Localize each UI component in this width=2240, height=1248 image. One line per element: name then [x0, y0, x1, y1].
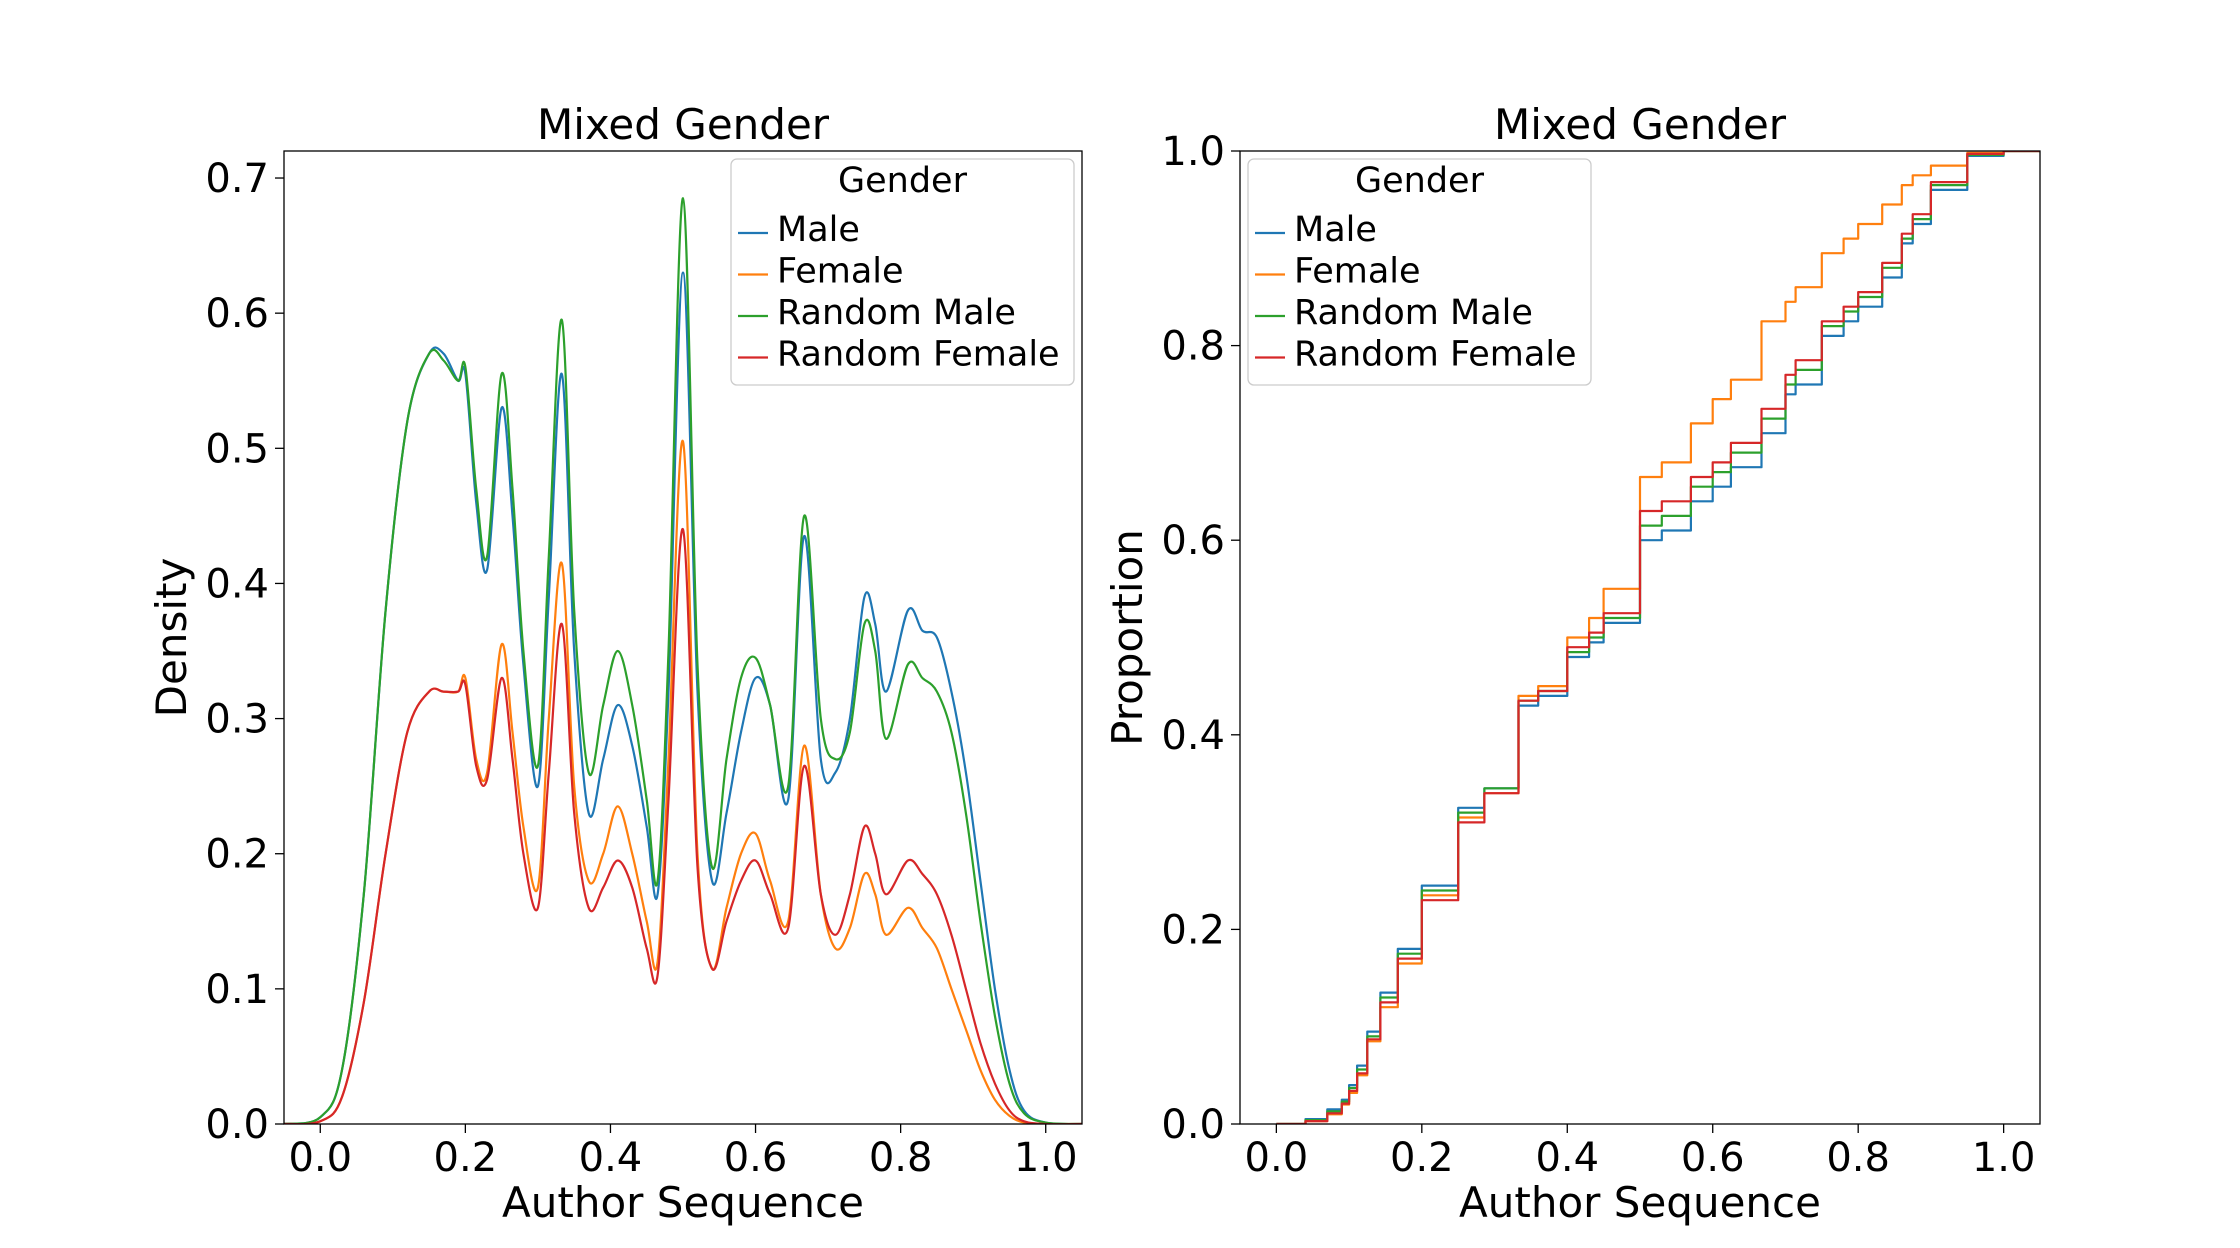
y-tick-label: 0.4: [205, 561, 269, 607]
legend-label: Male: [1294, 210, 1377, 250]
legend-label: Random Female: [1294, 335, 1577, 375]
y-axis-label: Proportion: [1103, 529, 1152, 746]
x-tick-label: 0.8: [1826, 1135, 1890, 1181]
legend-title: Gender: [838, 161, 968, 201]
series-line-random-female: [284, 528, 1082, 1124]
legend-title: Gender: [1355, 161, 1485, 201]
y-tick-label: 0.8: [1161, 324, 1225, 370]
axes-frame: [1239, 150, 2041, 1125]
x-tick-label: 0.2: [1390, 1135, 1454, 1181]
x-tick-label: 0.4: [579, 1135, 643, 1181]
legend-label: Random Male: [777, 293, 1016, 333]
y-tick-label: 0.2: [1161, 907, 1225, 953]
x-tick-label: 1.0: [1972, 1135, 2036, 1181]
legend-label: Male: [777, 210, 860, 250]
series-line-random-male: [284, 197, 1082, 1124]
y-tick-label: 0.5: [205, 426, 269, 472]
y-tick-label: 0.4: [1161, 713, 1225, 759]
series-line-female: [284, 440, 1082, 1124]
chart-panel-2: 0.0 0.2 0.4 0.6 0.8 1.0 0.0 0.2 0.4 0.6 0.8 1.0 Mixe…: [1103, 100, 2041, 1227]
chart-title: Mixed Gender: [1494, 100, 1787, 149]
x-tick-label: 0.4: [1535, 1135, 1599, 1181]
legend-label: Random Female: [777, 335, 1060, 375]
series-lines: [1276, 151, 2040, 1124]
chart-panel-1: 0.0 0.2 0.4 0.6 0.8 1.0 0.0 0.1 0.2 0.3 0.4 0.5 0.6 0…: [147, 100, 1083, 1227]
y-tick-label: 1.0: [1161, 129, 1225, 175]
x-tick-label: 0.6: [1681, 1135, 1745, 1181]
series-line-random-female: [1276, 151, 2040, 1124]
legend-label: Female: [1294, 252, 1421, 292]
legend-label: Random Male: [1294, 293, 1533, 333]
axes-frame: [283, 150, 1083, 1125]
series-line-male: [284, 271, 1082, 1124]
y-tick-label: 0.0: [1161, 1102, 1225, 1148]
y-tick-label: 0.7: [205, 156, 269, 202]
y-tick-label: 0.0: [205, 1102, 269, 1148]
legend-label: Female: [777, 252, 904, 292]
y-tick-label: 0.3: [205, 697, 269, 743]
y-tick-label: 0.6: [1161, 518, 1225, 564]
x-tick-label: 0.8: [869, 1135, 933, 1181]
legend-box: [1247, 158, 1592, 386]
y-tick-label: 0.6: [205, 291, 269, 337]
x-tick-label: 1.0: [1014, 1135, 1078, 1181]
x-axis-label: Author Sequence: [1459, 1178, 1821, 1227]
y-tick-label: 0.1: [205, 967, 269, 1013]
x-tick-label: 0.6: [724, 1135, 788, 1181]
x-axis-label: Author Sequence: [502, 1178, 864, 1227]
x-tick-label: 0.0: [288, 1135, 352, 1181]
y-tick-label: 0.2: [205, 832, 269, 878]
chart-title: Mixed Gender: [537, 100, 830, 149]
x-tick-label: 0.2: [434, 1135, 498, 1181]
y-axis-label: Density: [147, 558, 196, 718]
legend-box: [730, 158, 1075, 386]
series-lines: [284, 197, 1082, 1124]
x-tick-label: 0.0: [1245, 1135, 1309, 1181]
